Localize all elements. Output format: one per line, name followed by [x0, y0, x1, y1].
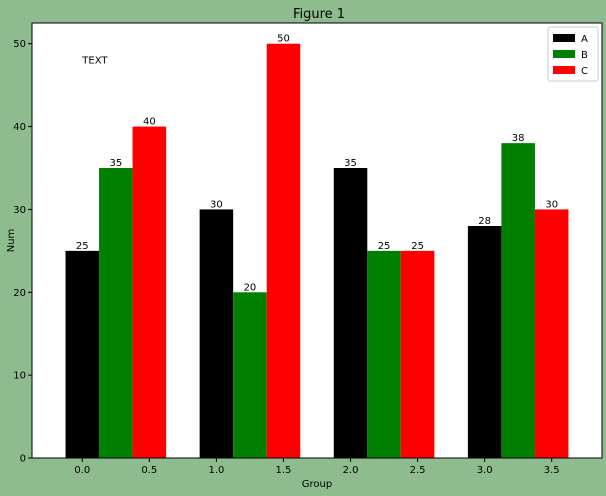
bar-label-b-2: 25 — [378, 241, 391, 252]
bar-label-c-3: 30 — [545, 199, 558, 210]
bar-c-3 — [534, 209, 569, 458]
legend-label-a: A — [581, 34, 588, 45]
y-axis-label: Num — [6, 229, 17, 253]
bar-b-0 — [99, 168, 133, 458]
figure-title: Figure 1 — [293, 7, 345, 22]
y-tick-label: 10 — [13, 371, 26, 382]
x-tick-label: 3.0 — [477, 465, 493, 476]
bar-b-3 — [501, 143, 535, 458]
bar-c-2 — [400, 250, 435, 458]
bar-c-1 — [266, 43, 301, 458]
y-axis-ticks: 0 10 20 30 40 50 — [13, 39, 32, 465]
y-tick-label: 40 — [13, 122, 26, 133]
bar-label-a-2: 35 — [344, 158, 357, 169]
bar-label-a-1: 30 — [210, 199, 223, 210]
bar-a-3 — [467, 226, 502, 458]
bar-label-c-1: 50 — [277, 34, 290, 45]
bar-label-c-0: 40 — [143, 117, 156, 128]
bar-label-b-3: 38 — [512, 133, 525, 144]
x-tick-label: 3.5 — [544, 465, 560, 476]
bars-layer — [65, 43, 569, 459]
x-tick-label: 2.5 — [410, 465, 426, 476]
legend-label-c: C — [581, 66, 588, 77]
y-tick-label: 20 — [13, 288, 26, 299]
bar-a-2 — [333, 168, 368, 458]
annotation-text: TEXT — [81, 55, 108, 66]
x-tick-label: 0.5 — [141, 465, 157, 476]
legend-label-b: B — [581, 50, 588, 61]
legend-swatch-a — [553, 34, 575, 42]
x-tick-label: 0.0 — [74, 465, 90, 476]
y-tick-label: 0 — [20, 454, 26, 465]
bar-b-1 — [233, 292, 267, 458]
bar-label-c-2: 25 — [411, 241, 424, 252]
bar-label-b-1: 20 — [244, 282, 257, 293]
bar-b-2 — [367, 250, 401, 458]
bar-label-a-3: 28 — [478, 216, 491, 227]
x-tick-label: 1.5 — [276, 465, 292, 476]
bar-labels-layer: 25 30 35 28 35 20 25 38 40 50 25 30 — [76, 34, 558, 294]
x-tick-label: 2.0 — [343, 465, 359, 476]
y-tick-label: 30 — [13, 205, 26, 216]
bar-a-0 — [65, 250, 100, 458]
x-axis-label: Group — [302, 479, 332, 490]
x-axis-ticks: 0.0 0.5 1.0 1.5 2.0 2.5 3.0 3.5 — [74, 458, 560, 476]
x-tick-label: 1.0 — [208, 465, 224, 476]
legend: ABC — [547, 26, 599, 82]
bar-label-a-0: 25 — [76, 241, 89, 252]
legend-swatch-b — [553, 50, 575, 58]
y-tick-label: 50 — [13, 39, 26, 50]
bar-a-1 — [199, 209, 234, 458]
legend-swatch-c — [553, 66, 575, 74]
bar-label-b-0: 35 — [109, 158, 122, 169]
bar-c-0 — [132, 126, 167, 459]
axes-frame — [31, 22, 603, 459]
